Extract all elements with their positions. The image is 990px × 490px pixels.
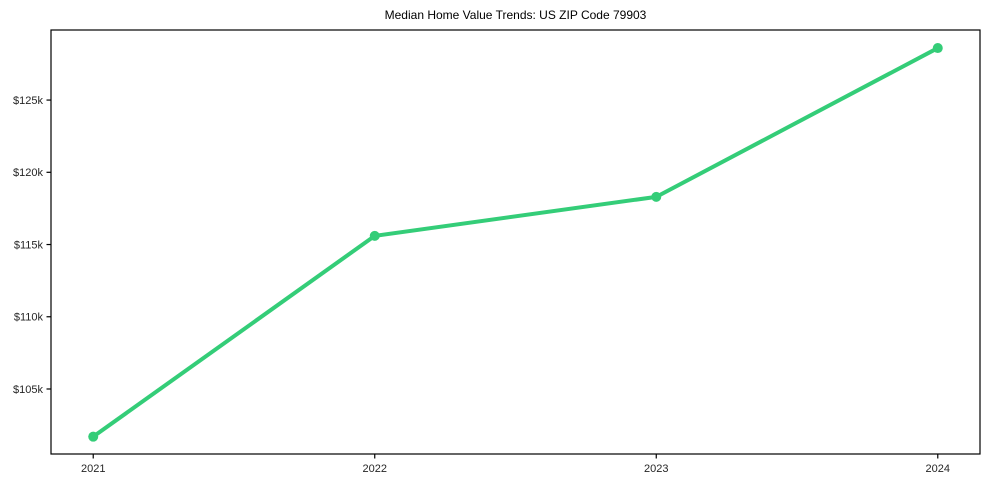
data-point-marker bbox=[932, 43, 943, 54]
y-axis-tick-label: $120k bbox=[13, 167, 43, 179]
x-axis-tick-label: 2023 bbox=[644, 463, 668, 475]
trend-line bbox=[91, 46, 940, 439]
x-axis-tick-label: 2024 bbox=[926, 463, 950, 475]
y-axis-tick-label: $105k bbox=[13, 384, 43, 396]
plot-border bbox=[50, 29, 981, 455]
data-point-marker bbox=[369, 230, 380, 241]
y-axis-tick-label: $110k bbox=[14, 312, 44, 324]
x-axis-tick-label: 2022 bbox=[363, 463, 387, 475]
y-axis-tick-label: $125k bbox=[13, 95, 43, 107]
y-axis-tick-label: $115k bbox=[14, 239, 44, 251]
data-point-marker bbox=[88, 431, 99, 442]
data-point-marker bbox=[651, 191, 662, 202]
chart-title: Median Home Value Trends: US ZIP Code 79… bbox=[384, 8, 647, 22]
x-axis-tick-label: 2021 bbox=[81, 463, 105, 475]
